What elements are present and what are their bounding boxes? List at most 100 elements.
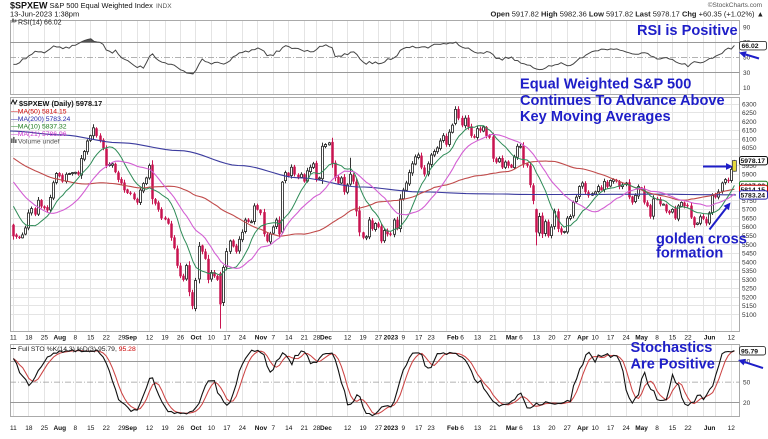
svg-text:6150: 6150 <box>742 128 757 135</box>
svg-text:—MA(21) 5786.96: —MA(21) 5786.96 <box>11 131 67 138</box>
svg-text:Apr: Apr <box>577 335 589 342</box>
svg-text:6: 6 <box>519 335 523 342</box>
svg-text:Equal Weighted S&P 500: Equal Weighted S&P 500 <box>520 77 691 93</box>
svg-text:17: 17 <box>415 425 423 432</box>
svg-text:9: 9 <box>401 335 405 342</box>
svg-text:29: 29 <box>118 425 126 432</box>
svg-text:7: 7 <box>272 425 276 432</box>
svg-text:5350: 5350 <box>742 268 757 275</box>
svg-text:20: 20 <box>548 335 556 342</box>
svg-text:INDX: INDX <box>156 3 172 10</box>
svg-text:6250: 6250 <box>742 110 757 117</box>
svg-text:14: 14 <box>285 425 293 432</box>
svg-text:17: 17 <box>223 425 231 432</box>
svg-text:27: 27 <box>564 335 572 342</box>
svg-text:27: 27 <box>564 425 572 432</box>
svg-text:14: 14 <box>285 335 293 342</box>
svg-text:12: 12 <box>344 425 352 432</box>
svg-text:24: 24 <box>622 335 630 342</box>
svg-text:Stochastics: Stochastics <box>631 340 713 356</box>
svg-text:95.79: 95.79 <box>741 348 758 355</box>
svg-text:Aug: Aug <box>53 425 66 432</box>
svg-text:6300: 6300 <box>742 101 757 108</box>
svg-text:5500: 5500 <box>742 242 757 249</box>
svg-text:Key Moving Averages: Key Moving Averages <box>520 109 671 125</box>
svg-text:13: 13 <box>474 335 482 342</box>
svg-text:9: 9 <box>401 425 405 432</box>
svg-text:5400: 5400 <box>742 259 757 266</box>
svg-text:5950: 5950 <box>742 163 757 170</box>
svg-text:20: 20 <box>548 425 556 432</box>
svg-text:8: 8 <box>73 425 77 432</box>
svg-text:24: 24 <box>239 425 247 432</box>
svg-text:50: 50 <box>743 379 751 386</box>
svg-text:Jun: Jun <box>704 425 716 432</box>
svg-text:12: 12 <box>146 335 154 342</box>
svg-text:May: May <box>635 425 648 432</box>
svg-text:19: 19 <box>161 335 169 342</box>
svg-text:17: 17 <box>607 335 615 342</box>
svg-text:90: 90 <box>743 25 751 32</box>
svg-text:15: 15 <box>87 335 95 342</box>
svg-text:Feb: Feb <box>447 425 459 432</box>
svg-text:10: 10 <box>208 425 216 432</box>
svg-text:Nov: Nov <box>255 425 268 432</box>
svg-text:12: 12 <box>728 335 736 342</box>
svg-text:23: 23 <box>428 425 436 432</box>
svg-text:5300: 5300 <box>742 277 757 284</box>
svg-text:golden cross: golden cross <box>656 232 747 248</box>
svg-text:15: 15 <box>669 335 677 342</box>
svg-text:5700: 5700 <box>742 207 757 214</box>
svg-text:—MA(200) 5783.24: —MA(200) 5783.24 <box>11 116 71 123</box>
svg-text:Feb: Feb <box>447 335 459 342</box>
svg-text:66.02: 66.02 <box>742 43 759 50</box>
svg-text:formation: formation <box>656 246 723 262</box>
svg-text:24: 24 <box>239 335 247 342</box>
svg-text:Volume undef: Volume undef <box>18 139 60 146</box>
svg-text:27: 27 <box>375 335 383 342</box>
svg-text:22: 22 <box>684 425 692 432</box>
svg-text:5978.17: 5978.17 <box>741 158 766 165</box>
svg-text:27: 27 <box>375 425 383 432</box>
svg-text:Full STO %K(14,3) %D(3) 95.79,: Full STO %K(14,3) %D(3) 95.79, 95.28 <box>18 346 136 353</box>
svg-text:6050: 6050 <box>742 145 757 152</box>
svg-text:30: 30 <box>743 70 751 77</box>
svg-text:Mar: Mar <box>506 335 518 342</box>
svg-text:17: 17 <box>607 425 615 432</box>
svg-text:17: 17 <box>223 335 231 342</box>
svg-text:8: 8 <box>73 335 77 342</box>
svg-text:6100: 6100 <box>742 136 757 143</box>
svg-text:RSI(14) 66.02: RSI(14) 66.02 <box>18 20 62 27</box>
svg-text:18: 18 <box>25 335 33 342</box>
svg-text:Open 5917.82 High 5982.36 Low: Open 5917.82 High 5982.36 Low 5917.82 La… <box>491 10 765 19</box>
svg-text:$SPXEW (Daily) 5978.17: $SPXEW (Daily) 5978.17 <box>19 99 102 108</box>
svg-text:5450: 5450 <box>742 251 757 258</box>
svg-text:©StockCharts.com: ©StockCharts.com <box>708 1 762 9</box>
svg-text:25: 25 <box>41 335 49 342</box>
svg-text:Mar: Mar <box>506 425 518 432</box>
svg-text:24: 24 <box>622 425 630 432</box>
svg-text:5100: 5100 <box>742 312 757 319</box>
svg-text:RSI is Positive: RSI is Positive <box>637 23 738 39</box>
svg-text:Oct: Oct <box>191 425 203 432</box>
svg-text:10: 10 <box>592 335 600 342</box>
svg-text:Nov: Nov <box>255 335 268 342</box>
svg-text:26: 26 <box>177 425 185 432</box>
svg-text:Are Positive: Are Positive <box>631 357 715 373</box>
svg-text:21: 21 <box>489 425 497 432</box>
svg-text:Dec: Dec <box>320 335 332 342</box>
svg-text:7: 7 <box>272 335 276 342</box>
svg-text:22: 22 <box>684 335 692 342</box>
svg-text:—MA(10) 5837.32: —MA(10) 5837.32 <box>11 124 67 131</box>
svg-text:May: May <box>635 335 648 342</box>
svg-text:6200: 6200 <box>742 119 757 126</box>
svg-text:50: 50 <box>743 55 751 62</box>
svg-text:Oct: Oct <box>191 335 203 342</box>
svg-text:15: 15 <box>669 425 677 432</box>
svg-text:Aug: Aug <box>53 335 66 342</box>
svg-text:10: 10 <box>743 85 751 92</box>
svg-text:18: 18 <box>25 425 33 432</box>
svg-text:6: 6 <box>460 335 464 342</box>
svg-text:Sep: Sep <box>125 335 137 342</box>
svg-text:13: 13 <box>474 425 482 432</box>
